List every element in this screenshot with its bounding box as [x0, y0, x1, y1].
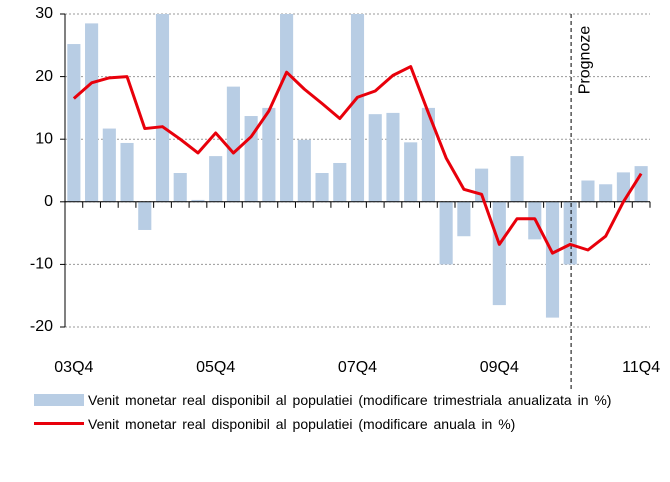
bar [155, 14, 170, 202]
bar [226, 86, 240, 202]
y-tick-label: -10 [30, 256, 53, 273]
bar [581, 180, 595, 202]
x-tick-label: 09Q4 [480, 359, 519, 376]
legend-swatch [34, 422, 84, 425]
bar [563, 201, 577, 265]
bar [457, 201, 471, 237]
legend-label: Venit monetar real disponibil al populat… [88, 392, 612, 408]
legend-label: Venit monetar real disponibil al populat… [88, 416, 516, 432]
bar [209, 156, 223, 202]
bar [492, 201, 506, 306]
line [72, 65, 643, 255]
bar [102, 128, 116, 202]
x-tick-label: 03Q4 [54, 359, 93, 376]
bar [404, 142, 418, 202]
y-tick-label: -20 [30, 318, 53, 335]
bar [421, 107, 435, 202]
bar [67, 44, 81, 202]
bar [439, 201, 453, 265]
x-tick-label: 07Q4 [338, 359, 377, 376]
x-tick-label: 11Q4 [622, 359, 660, 376]
y-tick-label: 10 [35, 130, 53, 147]
bar [173, 173, 187, 202]
annotation: Prognoze [576, 26, 593, 95]
bar [191, 199, 205, 202]
bar [386, 112, 400, 202]
y-tick-label: 0 [44, 193, 53, 210]
bar [634, 166, 648, 202]
bar [315, 173, 329, 202]
bar [138, 201, 152, 230]
legend-entry: Venit monetar real disponibil al populat… [34, 412, 648, 436]
bar [616, 172, 630, 202]
bar [244, 116, 258, 202]
bar [368, 114, 382, 202]
bar [262, 107, 276, 202]
y-tick-label: 20 [35, 68, 53, 85]
bar [510, 156, 524, 202]
legend-swatch [34, 394, 84, 406]
x-tick-label: 05Q4 [196, 359, 235, 376]
bar [120, 142, 134, 202]
legend-entry: Venit monetar real disponibil al populat… [34, 388, 648, 412]
bar [350, 14, 365, 202]
legend: Venit monetar real disponibil al populat… [34, 388, 648, 436]
chart: -20 -10 0 10 20 30 03Q4 05Q4 07Q4 09Q4 11Q4 Prognoz… [30, 5, 660, 390]
bar [85, 23, 99, 202]
bar [333, 162, 347, 202]
bar [297, 139, 311, 202]
y-tick-label: 30 [35, 5, 53, 22]
bar [599, 184, 613, 202]
bar [545, 201, 560, 318]
bar [280, 14, 294, 202]
